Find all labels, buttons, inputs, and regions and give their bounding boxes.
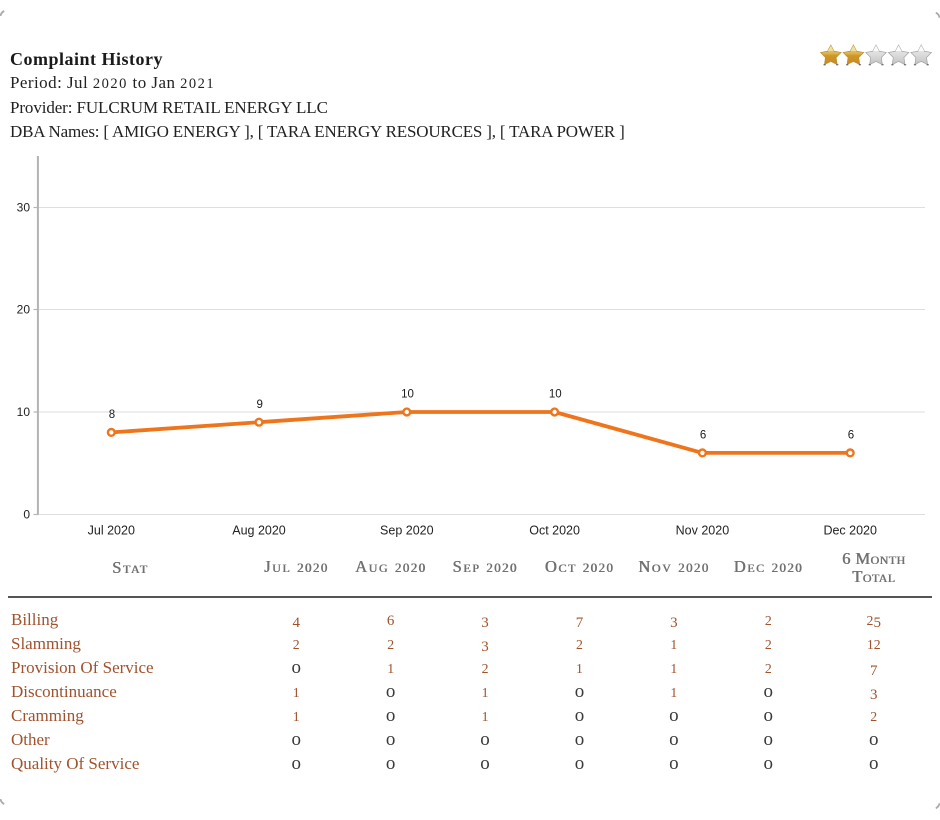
svg-text:Dec 2020: Dec 2020: [823, 524, 877, 538]
svg-text:10: 10: [401, 389, 414, 401]
svg-text:10: 10: [17, 405, 31, 419]
svg-text:Oct 2020: Oct 2020: [529, 524, 580, 538]
svg-text:0: 0: [23, 508, 30, 522]
svg-text:8: 8: [109, 409, 115, 421]
svg-text:6: 6: [848, 430, 854, 442]
svg-text:Nov 2020: Nov 2020: [676, 524, 730, 538]
svg-text:9: 9: [256, 399, 262, 411]
svg-text:6: 6: [700, 430, 706, 442]
svg-text:Jul 2020: Jul 2020: [88, 524, 135, 538]
svg-text:Aug 2020: Aug 2020: [232, 524, 286, 538]
svg-text:10: 10: [549, 389, 562, 401]
svg-text:Sep 2020: Sep 2020: [380, 524, 434, 538]
svg-text:30: 30: [17, 201, 31, 215]
svg-text:20: 20: [17, 303, 31, 317]
